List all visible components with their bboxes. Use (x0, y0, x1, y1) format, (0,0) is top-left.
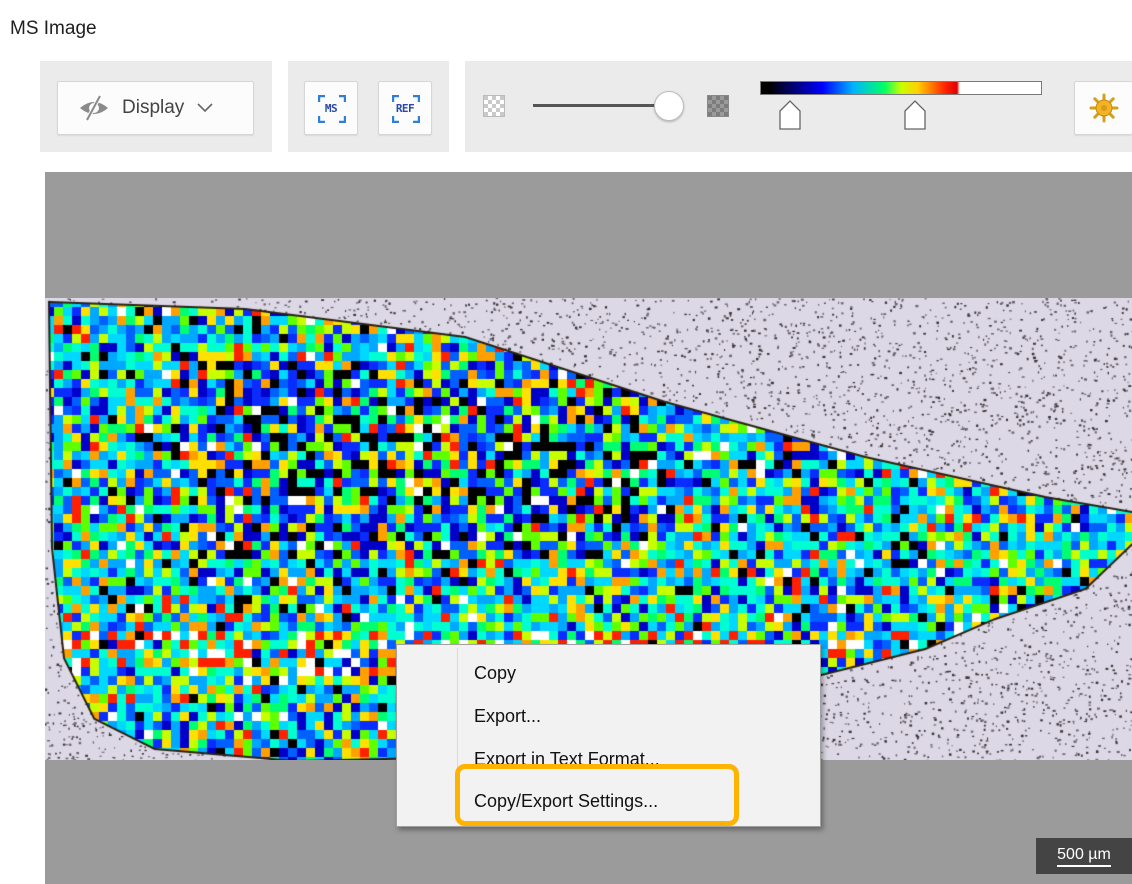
window-title: MS Image (10, 18, 97, 39)
menu-item-copy[interactable]: Copy (474, 663, 517, 683)
menu-gutter (457, 648, 458, 823)
image-settings-button[interactable] (1074, 81, 1132, 135)
ref-button-label: REF (395, 101, 415, 115)
opacity-slider-track[interactable] (533, 104, 681, 107)
menu-item-export[interactable]: Export... (474, 706, 542, 726)
ref-view-button[interactable]: REF (378, 81, 432, 135)
ref-frame-icon (392, 95, 420, 123)
transparent-icon (483, 95, 505, 117)
ms-button-label: MS (324, 101, 338, 115)
opaque-icon (707, 95, 729, 117)
chevron-down-icon (197, 103, 213, 113)
menu-item-copy-export-settings[interactable]: Copy/Export Settings... (474, 791, 659, 811)
display-dropdown-button[interactable]: Display (57, 81, 254, 135)
ms-frame-icon (318, 95, 346, 123)
opacity-slider-thumb[interactable] (654, 91, 685, 121)
color-scale-max-handle[interactable] (903, 99, 927, 131)
highlight-box (455, 764, 739, 826)
scale-bar-label: 500 µm (1057, 846, 1111, 867)
scale-bar: 500 µm (1036, 838, 1132, 874)
display-label: Display (122, 97, 185, 118)
eye-hidden-icon (80, 95, 108, 121)
color-scale-min-handle[interactable] (778, 99, 802, 131)
ms-view-button[interactable]: MS (304, 81, 358, 135)
color-scale-bar (760, 81, 1042, 95)
sun-gear-icon (1089, 93, 1118, 123)
